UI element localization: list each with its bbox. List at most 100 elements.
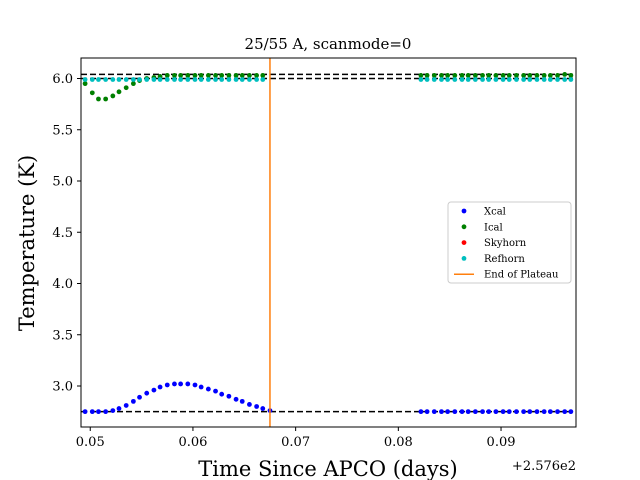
data-point-ical: [534, 73, 540, 78]
data-point-refhorn: [500, 77, 506, 82]
data-point-xcal: [547, 409, 553, 415]
data-point-refhorn: [418, 77, 424, 82]
data-point-ical: [130, 81, 136, 87]
y-axis-label: Temperature (K): [15, 155, 39, 331]
data-point-ical: [260, 73, 266, 78]
data-point-ical: [439, 73, 444, 78]
data-point-xcal: [568, 409, 574, 415]
data-point-xcal: [96, 409, 101, 415]
y-tick-label: 4.5: [52, 226, 73, 241]
data-point-refhorn: [527, 77, 533, 82]
data-point-refhorn: [82, 77, 88, 82]
data-point-xcal: [459, 409, 465, 415]
data-point-refhorn: [431, 77, 437, 82]
data-point-xcal: [151, 387, 157, 393]
data-layer: [81, 58, 576, 427]
data-point-ical: [547, 73, 553, 78]
data-point-refhorn: [178, 77, 184, 82]
data-point-ical: [555, 73, 560, 78]
data-point-refhorn: [213, 77, 218, 82]
data-point-refhorn: [480, 77, 485, 82]
y-tick-label: 4.0: [52, 277, 73, 292]
legend-label: End of Plateau: [484, 270, 559, 281]
data-point-xcal: [486, 409, 492, 415]
data-point-xcal: [472, 409, 478, 415]
data-point-xcal: [239, 398, 245, 404]
data-point-ical: [541, 73, 547, 78]
data-point-xcal: [185, 381, 191, 387]
y-tick-label: 5.0: [52, 175, 73, 190]
x-axis-offset-label: +2.576e2: [512, 459, 576, 474]
data-point-xcal: [424, 409, 430, 415]
data-point-refhorn: [110, 77, 116, 82]
data-point-xcal: [192, 382, 198, 388]
legend-label: Refhorn: [484, 254, 525, 265]
data-point-refhorn: [144, 77, 150, 82]
data-point-refhorn: [157, 77, 163, 82]
data-point-refhorn: [547, 77, 553, 82]
data-point-refhorn: [219, 77, 225, 82]
data-point-xcal: [226, 393, 232, 399]
data-point-xcal: [500, 409, 506, 415]
legend-box: [447, 201, 572, 284]
data-point-ical: [472, 73, 478, 78]
legend-marker-dot: [461, 224, 467, 230]
data-point-ical: [213, 73, 218, 78]
data-point-refhorn: [205, 77, 211, 82]
data-point-ical: [205, 73, 211, 78]
data-point-ical: [192, 73, 198, 78]
data-point-ical: [247, 73, 252, 78]
data-point-refhorn: [123, 77, 129, 82]
data-point-xcal: [213, 388, 218, 394]
y-tick-label: 5.5: [52, 123, 73, 138]
data-point-ical: [96, 96, 101, 102]
data-point-ical: [172, 73, 177, 78]
data-point-ical: [219, 73, 225, 78]
data-point-xcal: [418, 409, 424, 415]
data-point-xcal: [103, 409, 109, 415]
chart-title: 25/55 A, scanmode=0: [245, 35, 412, 53]
y-tick-label: 3.0: [52, 380, 73, 395]
legend-label: Ical: [484, 222, 503, 233]
data-point-refhorn: [541, 77, 547, 82]
data-point-ical: [110, 93, 116, 99]
x-tick-label: 0.08: [384, 435, 413, 450]
data-point-xcal: [157, 384, 163, 390]
series-xcal: [82, 381, 574, 415]
data-point-xcal: [445, 409, 451, 415]
data-point-xcal: [534, 409, 540, 415]
legend: Xcal Ical Skyhorn Refhorn End of Plateau: [447, 201, 572, 284]
data-point-xcal: [82, 409, 88, 415]
data-point-ical: [480, 73, 485, 78]
data-point-ical: [198, 73, 204, 78]
data-point-xcal: [198, 384, 204, 390]
data-point-refhorn: [493, 77, 499, 82]
data-point-refhorn: [198, 77, 204, 82]
data-point-xcal: [493, 409, 499, 415]
data-point-ical: [226, 73, 232, 78]
data-point-ical: [178, 73, 184, 78]
data-point-refhorn: [247, 77, 252, 82]
data-point-ical: [500, 73, 506, 78]
data-point-ical: [459, 73, 465, 78]
data-point-refhorn: [96, 77, 101, 82]
data-point-refhorn: [486, 77, 492, 82]
data-point-xcal: [521, 409, 527, 415]
data-point-refhorn: [534, 77, 540, 82]
data-point-ical: [123, 85, 129, 91]
x-tick-label: 0.05: [76, 435, 105, 450]
data-point-ical: [527, 73, 533, 78]
data-point-refhorn: [192, 77, 198, 82]
data-point-xcal: [219, 391, 225, 397]
legend-marker-dot: [461, 208, 467, 214]
data-point-xcal: [452, 409, 458, 415]
data-point-xcal: [541, 409, 547, 415]
data-point-refhorn: [226, 77, 232, 82]
data-point-ical: [514, 73, 519, 78]
y-tick-label: 3.5: [52, 328, 73, 343]
y-tick-label: 6.0: [52, 72, 73, 87]
data-point-xcal: [254, 404, 260, 409]
legend-label: Xcal: [484, 207, 506, 218]
data-point-refhorn: [254, 77, 260, 82]
